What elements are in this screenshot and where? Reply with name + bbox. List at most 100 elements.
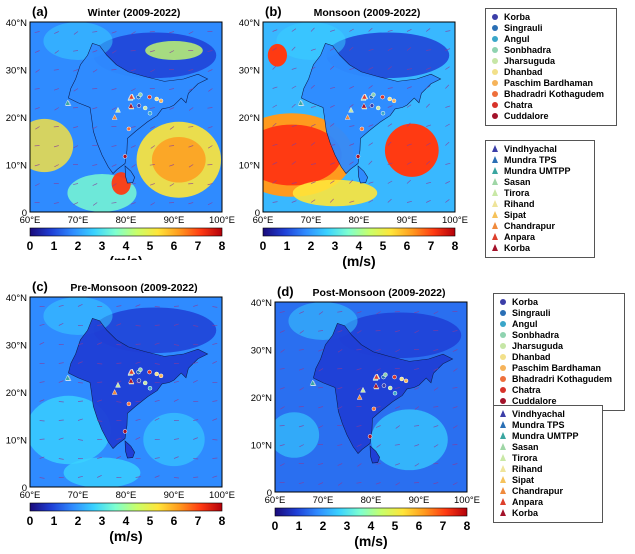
- circle-marker-icon: [492, 46, 498, 53]
- colorbar-unit: (m/s): [109, 253, 142, 260]
- colorbar-tick-label: 6: [404, 239, 411, 253]
- station-triangle: [64, 99, 71, 106]
- panel-label: (a): [32, 4, 48, 19]
- legend-label: Sonbhadra: [512, 329, 560, 340]
- legend-label: Tirora: [512, 452, 538, 463]
- station-dot: [371, 406, 377, 412]
- legend-power-plants-bottom: Korba Singrauli Angul Sonbhadra Jharsuguda Dh…: [493, 293, 625, 411]
- colorbar-tick-label: 8: [452, 239, 459, 253]
- colorbar-tick-label: 6: [171, 514, 178, 528]
- legend-entry: Rihand: [490, 198, 590, 209]
- legend-label: Singrauli: [512, 307, 551, 318]
- lat-tick-label: 10°N: [6, 161, 27, 172]
- map-figure: (d) Post-Monsoon (2009-2022) 40°N 30°N 20°N 1…: [251, 284, 480, 549]
- legend-label: Jharsuguda: [512, 340, 564, 351]
- legend-label: Angul: [512, 318, 538, 329]
- legend-label: Bhadradri Kothagudem: [504, 88, 605, 99]
- lat-tick-label: 40°N: [6, 18, 27, 29]
- legend-entry: Singrauli: [490, 22, 612, 33]
- station-dot: [383, 372, 388, 377]
- colorbar-tick-label: 5: [392, 519, 399, 533]
- station-dot: [359, 126, 365, 132]
- triangle-marker-icon: [492, 200, 498, 207]
- station-dot: [154, 371, 159, 377]
- colorbar-tick-label: 3: [99, 514, 106, 528]
- station-dot: [147, 110, 153, 116]
- colorbar-tick-label: 7: [195, 514, 202, 528]
- lon-tick-label: 70°E: [68, 490, 89, 501]
- legend-entry: Anpara: [498, 496, 598, 507]
- station-triangle: [373, 382, 379, 389]
- circle-marker-icon: [500, 364, 506, 371]
- legend-label: Mundra UMTPP: [504, 165, 571, 176]
- legend-entry: Sonbhadra: [498, 329, 620, 340]
- lat-tick-label: 40°N: [6, 293, 27, 304]
- legend-entry: Rihand: [498, 463, 598, 474]
- colorbar-tick-label: 8: [219, 239, 226, 253]
- lat-tick-label: 40°N: [251, 298, 272, 309]
- circle-marker-icon: [500, 353, 506, 360]
- colorbar-tick-label: 6: [416, 519, 423, 533]
- legend-tps-top: Vindhyachal Mundra TPS Mundra UMTPP Sasan Ti…: [485, 140, 595, 258]
- triangle-marker-icon: [500, 410, 506, 417]
- legend-entry: Korba: [498, 296, 620, 307]
- india-landmass: [68, 318, 209, 449]
- legend-entry: Dhanbad: [498, 351, 620, 362]
- circle-marker-icon: [492, 112, 498, 119]
- legend-entry: Chandrapur: [498, 485, 598, 496]
- legend-entry: Chandrapur: [490, 220, 590, 231]
- station-triangle: [360, 386, 366, 393]
- lat-tick-label: 0: [22, 208, 27, 219]
- legend-label: Mundra TPS: [504, 154, 557, 165]
- lat-tick-label: 0: [267, 488, 272, 499]
- lat-tick-label: 0: [22, 483, 27, 494]
- legend-entry: Singrauli: [498, 307, 620, 318]
- station-triangle: [111, 114, 118, 120]
- legend-label: Tirora: [504, 187, 530, 198]
- circle-marker-icon: [492, 35, 498, 42]
- legend-entry: Paschim Bardhaman: [498, 362, 620, 373]
- legend-label: Jharsuguda: [504, 55, 556, 66]
- legend-entry: Chatra: [498, 384, 620, 395]
- station-triangle: [297, 99, 304, 106]
- colorbar-tick-label: 3: [344, 519, 351, 533]
- triangle-marker-icon: [500, 432, 506, 439]
- legend-entry: Angul: [498, 318, 620, 329]
- legend-label: Singrauli: [504, 22, 543, 33]
- colorbar-tick-label: 1: [51, 239, 58, 253]
- legend-entry: Cuddalore: [498, 395, 620, 406]
- station-dot: [122, 429, 128, 434]
- legend-entry: Angul: [490, 33, 612, 44]
- station-dot: [138, 367, 143, 372]
- legend-entry: Cuddalore: [490, 110, 612, 121]
- circle-marker-icon: [492, 68, 498, 75]
- lon-tick-label: 80°E: [116, 490, 137, 501]
- triangle-marker-icon: [500, 465, 506, 472]
- colorbar-tick-label: 2: [75, 514, 82, 528]
- legend-label: Dhanbad: [512, 351, 551, 362]
- legend-label: Rihand: [504, 198, 535, 209]
- triangle-marker-icon: [492, 233, 498, 240]
- legend-tps-bottom: Vindhyachal Mundra TPS Mundra UMTPP Sasan Ti…: [493, 405, 603, 523]
- lat-tick-label: 30°N: [251, 346, 272, 357]
- lat-tick-label: 20°N: [6, 113, 27, 124]
- station-dot: [122, 154, 128, 159]
- map-figure: (c) Pre-Monsoon (2009-2022)40°N30°N20°N10…: [6, 279, 235, 544]
- legend-entry: Tirora: [490, 187, 590, 198]
- triangle-marker-icon: [492, 156, 498, 163]
- station-dot: [147, 94, 152, 100]
- legend-label: Mundra TPS: [512, 419, 565, 430]
- lon-tick-label: 90°E: [397, 215, 418, 226]
- station-dot: [147, 385, 153, 391]
- colorbar: [29, 227, 223, 237]
- lon-tick-label: 60°E: [20, 490, 41, 501]
- lon-tick-label: 70°E: [68, 215, 89, 226]
- station-triangle: [111, 389, 118, 395]
- station-dot: [375, 105, 381, 111]
- colorbar-unit: (m/s): [109, 528, 142, 544]
- circle-marker-icon: [492, 57, 498, 64]
- colorbar-tick-label: 5: [147, 239, 154, 253]
- legend-label: Chatra: [504, 99, 533, 110]
- station-triangle: [115, 106, 121, 113]
- legend-entry: Sasan: [498, 441, 598, 452]
